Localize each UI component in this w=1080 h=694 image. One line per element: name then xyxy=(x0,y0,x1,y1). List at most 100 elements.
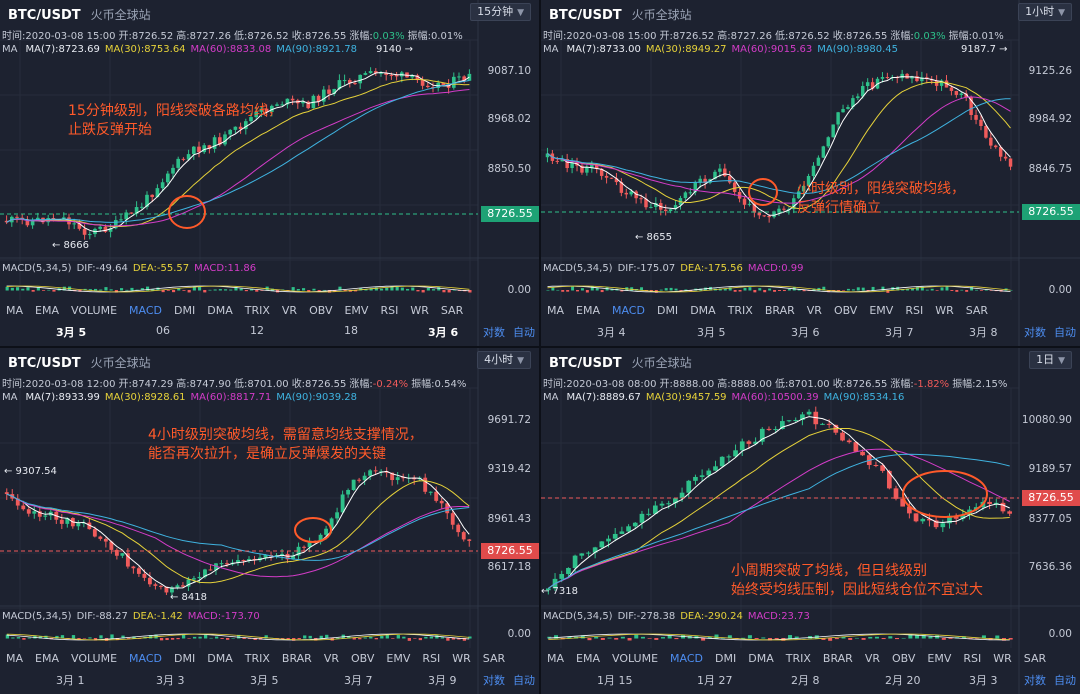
candle-body xyxy=(559,574,565,579)
tab-ma[interactable]: MA xyxy=(547,652,565,665)
candle-body xyxy=(124,212,129,220)
macd-bar xyxy=(209,637,213,639)
auto-scale-toggle[interactable]: 自动 xyxy=(1054,674,1076,687)
tab-ma[interactable]: MA xyxy=(6,652,24,665)
candlestick-chart[interactable] xyxy=(541,348,1080,694)
tab-dmi[interactable]: DMI xyxy=(174,652,196,665)
tab-rsi[interactable]: RSI xyxy=(905,304,924,317)
tab-rsi[interactable]: RSI xyxy=(422,652,441,665)
candle-body xyxy=(644,198,648,208)
tab-rsi[interactable]: RSI xyxy=(963,652,982,665)
tab-vr[interactable]: VR xyxy=(323,652,339,665)
tab-emv[interactable]: EMV xyxy=(344,304,369,317)
tab-wr[interactable]: WR xyxy=(452,652,471,665)
tab-obv[interactable]: OBV xyxy=(351,652,375,665)
macd-bar xyxy=(429,636,434,639)
tab-sar[interactable]: SAR xyxy=(1023,652,1047,665)
tab-dma[interactable]: DMA xyxy=(748,652,774,665)
tab-brar[interactable]: BRAR xyxy=(281,652,312,665)
tab-dma[interactable]: DMA xyxy=(690,304,716,317)
log-scale-toggle[interactable]: 对数 xyxy=(1024,674,1046,687)
candlestick-chart[interactable] xyxy=(0,348,539,694)
tab-volume[interactable]: VOLUME xyxy=(70,652,118,665)
ma60-line xyxy=(6,89,470,227)
tab-dmi[interactable]: DMI xyxy=(656,304,679,317)
candle-body xyxy=(826,423,832,425)
candle-body xyxy=(629,191,633,195)
tab-vr[interactable]: VR xyxy=(864,652,880,665)
tab-trix[interactable]: TRIX xyxy=(727,304,753,317)
macd-bar xyxy=(647,638,652,639)
timeframe-select[interactable]: 4小时 ▼ xyxy=(477,351,531,369)
candlestick-chart[interactable] xyxy=(541,0,1080,346)
tab-volume[interactable]: VOLUME xyxy=(611,652,659,665)
candle-body xyxy=(949,87,954,91)
tab-sar[interactable]: SAR xyxy=(482,652,506,665)
auto-scale-toggle[interactable]: 自动 xyxy=(513,674,535,687)
tab-brar[interactable]: BRAR xyxy=(764,304,795,317)
tab-macd[interactable]: MACD xyxy=(670,652,704,665)
tab-dmi[interactable]: DMI xyxy=(174,304,196,317)
candlestick-chart[interactable] xyxy=(0,0,539,346)
auto-scale-toggle[interactable]: 自动 xyxy=(1054,326,1076,339)
candle-body xyxy=(451,76,456,88)
x-axis-label: 3月 3 xyxy=(156,674,185,687)
tab-dma[interactable]: DMA xyxy=(207,652,233,665)
macd-bar xyxy=(822,286,826,291)
candle-body xyxy=(395,477,400,481)
tab-wr[interactable]: WR xyxy=(993,652,1012,665)
tab-ema[interactable]: EMA xyxy=(576,652,600,665)
tab-trix[interactable]: TRIX xyxy=(244,304,270,317)
macd-bar xyxy=(797,289,801,291)
candle-body xyxy=(457,76,461,78)
tab-ma[interactable]: MA xyxy=(6,304,24,317)
macd-bar xyxy=(400,287,404,291)
tab-emv[interactable]: EMV xyxy=(869,304,894,317)
candle-body xyxy=(993,502,999,505)
tab-volume[interactable]: VOLUME xyxy=(70,304,118,317)
tab-wr[interactable]: WR xyxy=(935,304,954,317)
tab-trix[interactable]: TRIX xyxy=(244,652,270,665)
tab-emv[interactable]: EMV xyxy=(386,652,411,665)
tab-ema[interactable]: EMA xyxy=(35,652,59,665)
tab-vr[interactable]: VR xyxy=(806,304,822,317)
tab-sar[interactable]: SAR xyxy=(965,304,989,317)
candle-body xyxy=(679,492,685,499)
tab-rsi[interactable]: RSI xyxy=(380,304,399,317)
y-axis-label: 8617.18 xyxy=(487,561,531,573)
x-axis-label: 3月 8 xyxy=(969,326,998,339)
tab-macd[interactable]: MACD xyxy=(129,304,163,317)
log-scale-toggle[interactable]: 对数 xyxy=(483,326,505,339)
candle-body xyxy=(915,76,919,82)
tab-ma[interactable]: MA xyxy=(547,304,565,317)
tab-brar[interactable]: BRAR xyxy=(822,652,853,665)
tab-ema[interactable]: EMA xyxy=(576,304,600,317)
tab-macd[interactable]: MACD xyxy=(611,304,645,317)
log-scale-toggle[interactable]: 对数 xyxy=(1024,326,1046,339)
tab-sar[interactable]: SAR xyxy=(440,304,464,317)
ma60-value: MA(60):8833.08 xyxy=(190,44,272,55)
tab-dmi[interactable]: DMI xyxy=(715,652,737,665)
candle-body xyxy=(728,176,732,183)
tab-dma[interactable]: DMA xyxy=(207,304,233,317)
timeframe-select[interactable]: 1小时 ▼ xyxy=(1018,3,1072,21)
x-axis-label: 1月 15 xyxy=(597,674,633,687)
timeframe-select[interactable]: 1日 ▼ xyxy=(1029,351,1072,369)
log-scale-toggle[interactable]: 对数 xyxy=(483,674,505,687)
tab-wr[interactable]: WR xyxy=(410,304,429,317)
tab-trix[interactable]: TRIX xyxy=(785,652,811,665)
tab-obv[interactable]: OBV xyxy=(892,652,916,665)
tab-vr[interactable]: VR xyxy=(281,304,298,317)
auto-scale-toggle[interactable]: 自动 xyxy=(513,326,535,339)
candle-body xyxy=(900,73,904,79)
tab-obv[interactable]: OBV xyxy=(833,304,858,317)
macd-bar xyxy=(607,637,612,639)
time-text: 时间:2020-03-08 15:00 xyxy=(2,31,116,42)
tab-macd[interactable]: MACD xyxy=(129,652,163,665)
macd-bar xyxy=(11,637,15,639)
tab-ema[interactable]: EMA xyxy=(35,304,59,317)
timeframe-select[interactable]: 15分钟 ▼ xyxy=(470,3,531,21)
tab-emv[interactable]: EMV xyxy=(927,652,952,665)
tab-obv[interactable]: OBV xyxy=(309,304,333,317)
macd-bar xyxy=(727,635,732,639)
